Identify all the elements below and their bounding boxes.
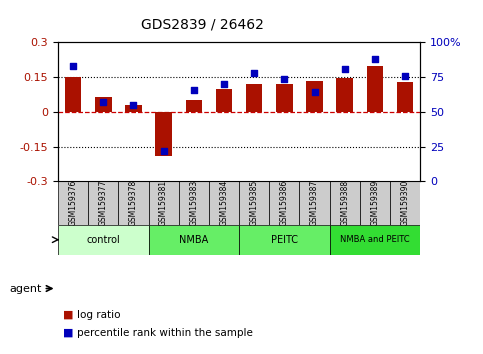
- Bar: [88, 181, 118, 224]
- Bar: [65, 77, 81, 112]
- Bar: [276, 84, 293, 112]
- Text: ■: ■: [63, 328, 73, 338]
- Text: ■: ■: [63, 310, 73, 320]
- Bar: [246, 84, 262, 112]
- Bar: [179, 181, 209, 224]
- Point: [220, 81, 228, 87]
- Bar: [330, 224, 420, 255]
- Point: [311, 90, 318, 95]
- Bar: [360, 181, 390, 224]
- Bar: [390, 181, 420, 224]
- Text: control: control: [86, 235, 120, 245]
- Bar: [239, 181, 270, 224]
- Text: GSM159387: GSM159387: [310, 180, 319, 226]
- Text: GSM159384: GSM159384: [219, 180, 228, 226]
- Bar: [156, 112, 172, 156]
- Bar: [185, 100, 202, 112]
- Point: [371, 56, 379, 62]
- Text: GSM159388: GSM159388: [340, 180, 349, 226]
- Text: GSM159389: GSM159389: [370, 180, 380, 226]
- Point: [250, 70, 258, 76]
- Text: GSM159385: GSM159385: [250, 180, 259, 226]
- Bar: [270, 181, 299, 224]
- Text: agent: agent: [10, 284, 42, 293]
- Bar: [367, 65, 383, 112]
- Point: [281, 76, 288, 81]
- Point: [160, 148, 168, 154]
- Point: [401, 73, 409, 79]
- Bar: [299, 181, 330, 224]
- Bar: [397, 82, 413, 112]
- Bar: [58, 224, 149, 255]
- Text: PEITC: PEITC: [271, 235, 298, 245]
- Bar: [118, 181, 149, 224]
- Point: [99, 99, 107, 105]
- Bar: [306, 81, 323, 112]
- Bar: [239, 224, 330, 255]
- Text: GDS2839 / 26462: GDS2839 / 26462: [142, 18, 264, 32]
- Bar: [330, 181, 360, 224]
- Text: GSM159383: GSM159383: [189, 180, 199, 226]
- Point: [190, 87, 198, 92]
- Text: GSM159386: GSM159386: [280, 180, 289, 226]
- Point: [129, 102, 137, 108]
- Text: GSM159377: GSM159377: [99, 180, 108, 226]
- Bar: [337, 78, 353, 112]
- Bar: [149, 224, 239, 255]
- Bar: [149, 181, 179, 224]
- Text: GSM159390: GSM159390: [400, 180, 410, 226]
- Point: [341, 66, 349, 72]
- Bar: [95, 97, 112, 112]
- Bar: [58, 181, 88, 224]
- Point: [69, 63, 77, 69]
- Text: GSM159378: GSM159378: [129, 180, 138, 226]
- Text: NMBA: NMBA: [179, 235, 209, 245]
- Bar: [216, 89, 232, 112]
- Text: percentile rank within the sample: percentile rank within the sample: [77, 328, 253, 338]
- Text: GSM159376: GSM159376: [69, 180, 78, 226]
- Bar: [125, 105, 142, 112]
- Text: log ratio: log ratio: [77, 310, 121, 320]
- Bar: [209, 181, 239, 224]
- Text: NMBA and PEITC: NMBA and PEITC: [340, 235, 410, 244]
- Text: GSM159381: GSM159381: [159, 180, 168, 226]
